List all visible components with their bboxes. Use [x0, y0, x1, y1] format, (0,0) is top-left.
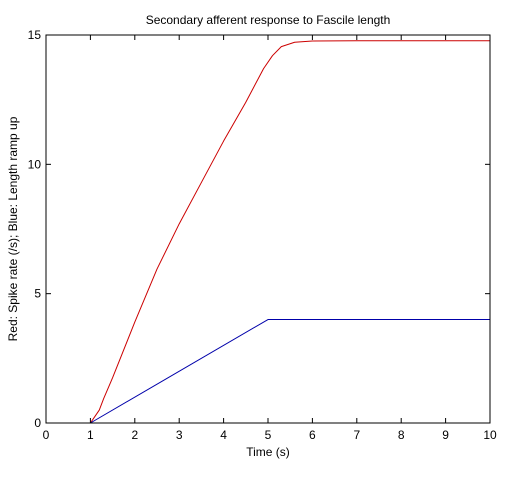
x-axis-ticks: 0 1 2 3 4 5 6 7 8 9 10: [43, 35, 497, 442]
x-tick-label: 8: [398, 428, 405, 442]
x-tick-label: 9: [442, 428, 449, 442]
x-tick-label: 3: [176, 428, 183, 442]
x-tick-label: 7: [353, 428, 360, 442]
x-tick-label: 2: [131, 428, 138, 442]
series-layer: [89, 40, 490, 424]
y-tick-label: 0: [34, 416, 41, 430]
spike-rate-line: [89, 40, 490, 424]
x-tick-label: 6: [309, 428, 316, 442]
x-tick-label: 5: [265, 428, 272, 442]
x-tick-label: 0: [43, 428, 50, 442]
y-tick-label: 10: [28, 157, 42, 171]
x-tick-label: 1: [87, 428, 94, 442]
x-tick-label: 4: [220, 428, 227, 442]
x-axis-label: Time (s): [246, 445, 290, 459]
y-tick-label: 5: [34, 287, 41, 301]
x-tick-label: 10: [483, 428, 497, 442]
chart-title: Secondary afferent response to Fascile l…: [146, 13, 391, 27]
y-axis-label: Red: Spike rate (/s); Blue: Length ramp …: [6, 116, 20, 341]
y-tick-label: 15: [28, 28, 42, 42]
length-ramp-line: [90, 319, 490, 424]
y-axis-ticks: 0 5 10 15: [28, 28, 490, 430]
plot-area: [46, 35, 490, 423]
